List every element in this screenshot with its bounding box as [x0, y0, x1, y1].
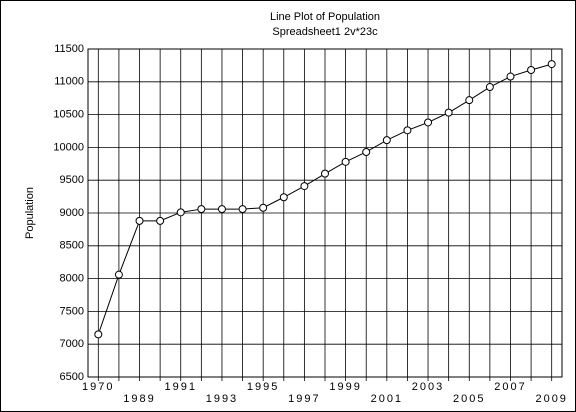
- data-point: [238, 205, 247, 214]
- data-point: [156, 216, 165, 225]
- data-point: [403, 126, 412, 135]
- x-tick-label: 2003: [412, 381, 444, 393]
- data-point: [197, 205, 206, 214]
- data-point: [259, 203, 268, 212]
- data-point: [485, 83, 494, 92]
- y-tick-label: 7500: [60, 305, 84, 317]
- data-point: [382, 136, 391, 145]
- chart-subtitle: Spreadsheet1 2v*23c: [272, 26, 378, 38]
- data-point: [114, 270, 123, 279]
- y-tick-label: 9000: [60, 207, 84, 219]
- x-tick-label: 1970: [82, 381, 114, 393]
- x-tick-label: 1995: [247, 381, 279, 393]
- x-tick-label: 1999: [329, 381, 361, 393]
- y-tick-label: 9500: [60, 174, 84, 186]
- y-tick-label: 11000: [54, 76, 84, 88]
- data-point: [300, 182, 309, 191]
- data-point: [321, 169, 329, 178]
- y-tick-label: 10000: [53, 141, 84, 153]
- x-tick-label: 1989: [123, 393, 155, 405]
- y-tick-label: 8000: [60, 273, 84, 285]
- data-point: [465, 96, 474, 105]
- data-point: [527, 65, 536, 74]
- y-axis-label: Population: [24, 187, 36, 239]
- data-point: [176, 208, 185, 217]
- x-tick-label: 2005: [453, 393, 485, 405]
- data-point: [362, 147, 371, 156]
- data-point: [217, 205, 226, 214]
- y-tick-label: 6500: [60, 371, 84, 383]
- data-point: [506, 72, 515, 81]
- x-tick-label: 2009: [535, 393, 567, 405]
- data-point: [444, 108, 453, 117]
- chart-title: Line Plot of Population: [270, 11, 380, 23]
- y-tick-label: 8500: [60, 240, 84, 252]
- x-tick-label: 1993: [206, 393, 238, 405]
- y-tick-label: 10500: [53, 109, 84, 121]
- data-point: [279, 193, 288, 202]
- x-tick-label: 1991: [164, 381, 196, 393]
- x-tick-label: 2001: [371, 393, 403, 405]
- data-point: [341, 157, 350, 166]
- y-tick-label: 7000: [60, 338, 84, 350]
- y-tick-label: 11500: [54, 43, 84, 55]
- x-tick-label: 2007: [494, 381, 526, 393]
- data-point: [94, 330, 103, 339]
- data-point: [424, 118, 433, 127]
- data-point: [135, 216, 144, 225]
- data-point: [547, 60, 556, 69]
- x-tick-label: 1997: [288, 393, 320, 405]
